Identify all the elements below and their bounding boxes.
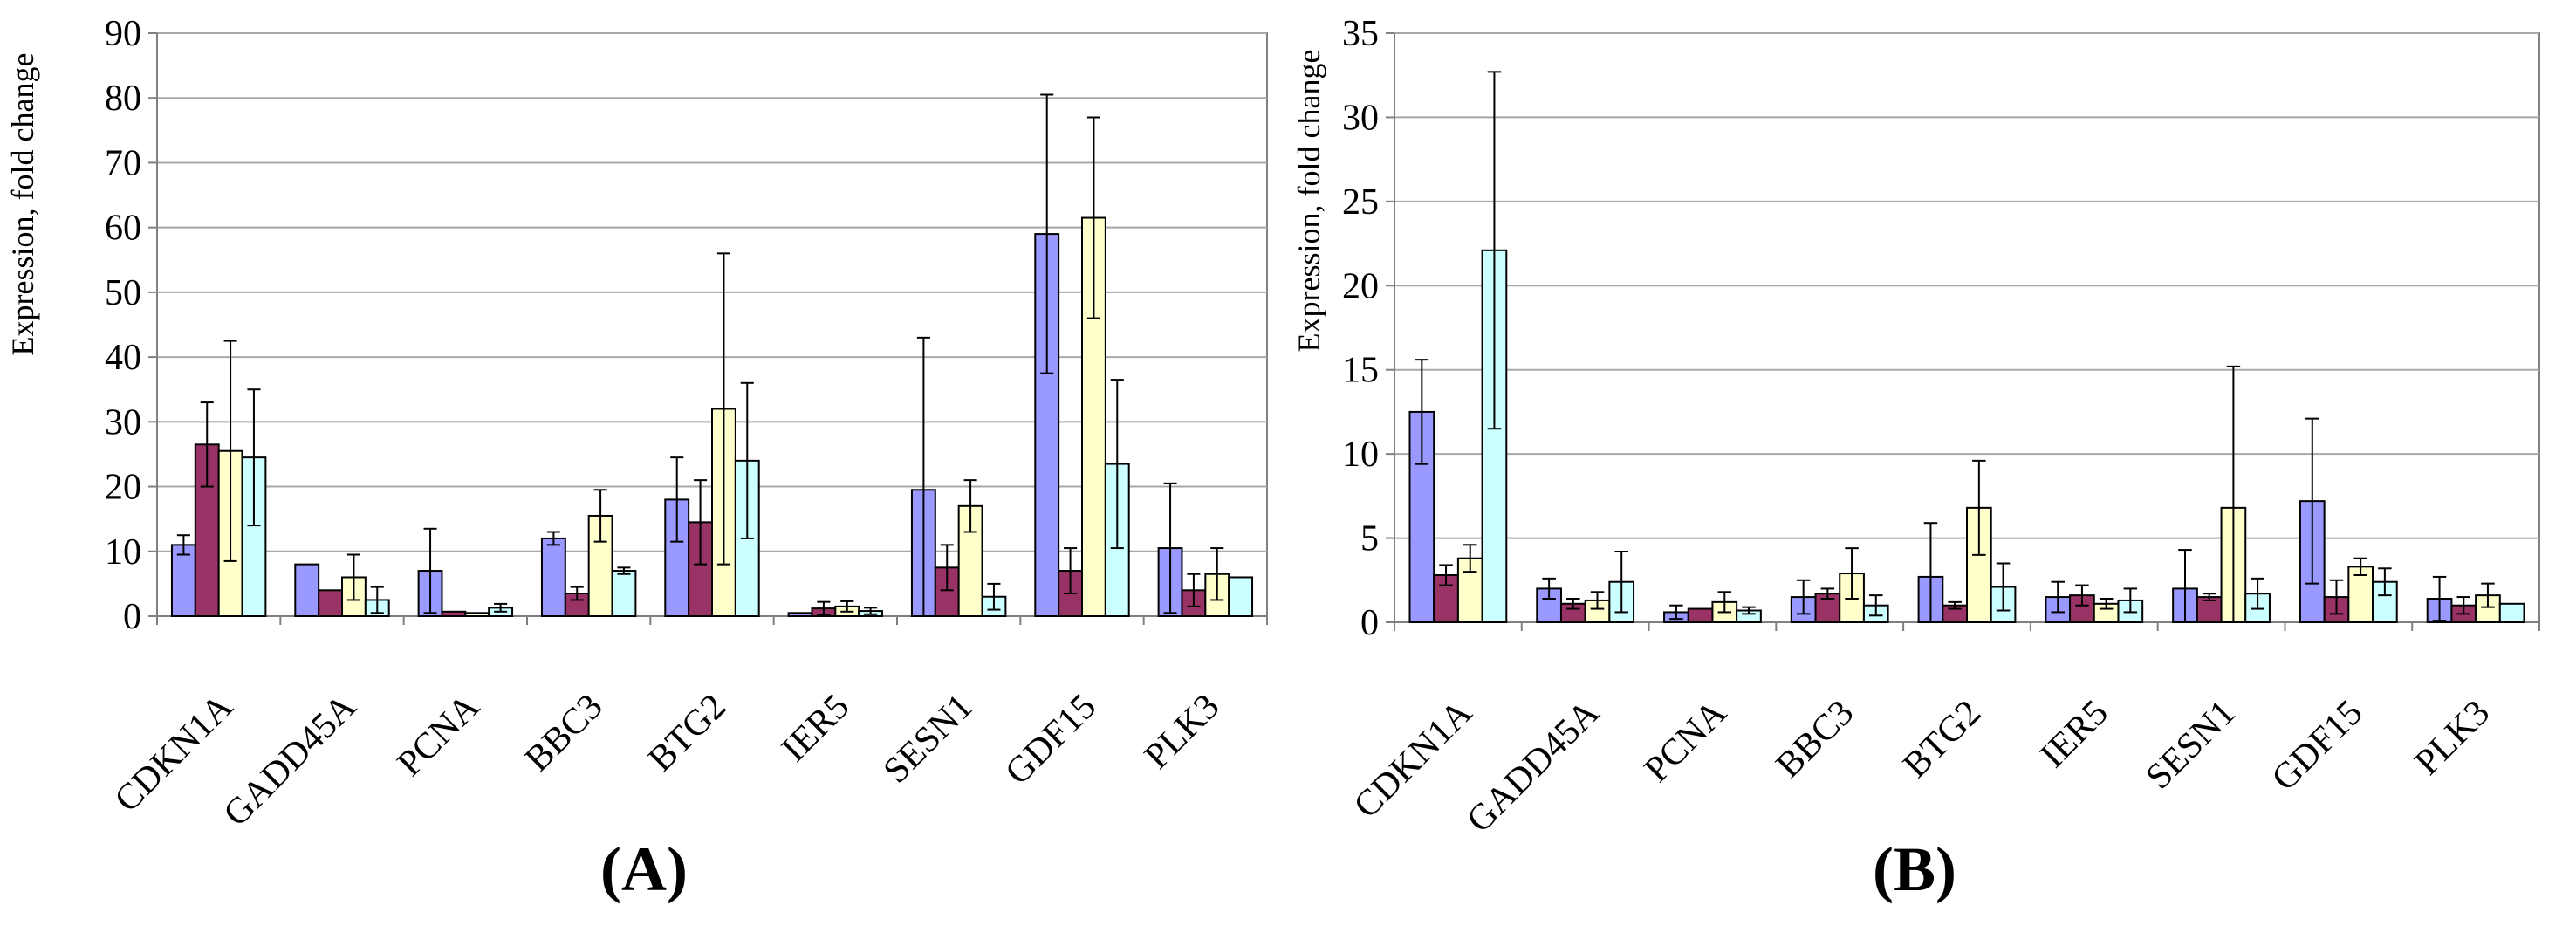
y-axis-label: Expression, fold change [1291, 50, 1326, 353]
x-tick-label: GADD45A [216, 686, 365, 834]
x-tick-label: PCNA [390, 686, 488, 784]
x-tick-label: BBC3 [1768, 693, 1861, 786]
x-tick-label: GDF15 [997, 687, 1104, 793]
x-tick-label: IER5 [2033, 693, 2116, 776]
y-tick-label: 30 [105, 402, 141, 442]
y-tick-label: 10 [105, 532, 141, 573]
bar-series-1 [1034, 233, 1060, 617]
x-tick-label: BBC3 [517, 687, 611, 780]
panel-label-a: (A) [600, 834, 688, 904]
y-tick-label: 10 [1342, 435, 1379, 475]
x-tick-label: PLK3 [1137, 687, 1227, 777]
bar-series-4 [2498, 602, 2525, 623]
x-tick-label: CDKN1A [1346, 692, 1480, 826]
chart-a: 0 10 20 30 40 50 60 70 80 90 Expression, fold chan… [5, 14, 1268, 834]
bar-series-4 [611, 570, 637, 617]
y-tick-label: 70 [105, 143, 141, 183]
y-axis-label: Expression, fold change [5, 53, 40, 356]
y-tick-label: 20 [105, 468, 141, 508]
x-tick-label: IER5 [774, 687, 857, 770]
bar-series-1 [170, 544, 196, 617]
y-tick-label: 5 [1360, 519, 1379, 559]
x-tick-label: PCNA [1637, 692, 1735, 790]
y-tick-label: 60 [105, 209, 141, 249]
bar-series-1 [787, 612, 813, 617]
y-tick-label: 0 [123, 597, 141, 637]
y-tick-label: 0 [1360, 603, 1379, 643]
y-tick-label: 35 [1342, 14, 1379, 54]
bar-series-1 [294, 563, 320, 617]
bar-series-2 [441, 610, 467, 617]
x-tick-label: SESN1 [876, 687, 981, 792]
bar-series-2 [318, 589, 343, 617]
bar-series-3 [464, 612, 490, 617]
y-tick-label: 50 [105, 273, 141, 313]
x-tick-label: GDF15 [2264, 693, 2371, 799]
y-tick-label: 80 [105, 79, 141, 119]
y-tick-label: 20 [1342, 266, 1379, 306]
x-tick-label: SESN1 [2139, 693, 2244, 798]
y-tick-label: 90 [105, 14, 141, 54]
panel-label-b: (B) [1873, 834, 1956, 904]
bar-series-1 [540, 537, 566, 618]
y-tick-label: 15 [1342, 351, 1379, 391]
bar-series-4 [2372, 580, 2398, 624]
y-tick-label: 30 [1342, 98, 1379, 138]
bar-series-4 [1228, 576, 1254, 618]
y-tick-label: 25 [1342, 182, 1379, 223]
x-tick-label: PLK3 [2408, 693, 2497, 783]
x-tick-label: CDKN1A [107, 686, 241, 820]
x-tick-label: BTG2 [1895, 693, 1989, 786]
y-tick-label: 40 [105, 338, 141, 378]
x-tick-label: GADD45A [1459, 692, 1607, 840]
chart-b: 0 5 10 15 20 25 30 35 Expression, fold change CDK… [1291, 14, 2540, 840]
bar-series-2 [1687, 607, 1714, 623]
bar-series-2 [2196, 596, 2223, 623]
x-tick-label: BTG2 [641, 687, 734, 780]
